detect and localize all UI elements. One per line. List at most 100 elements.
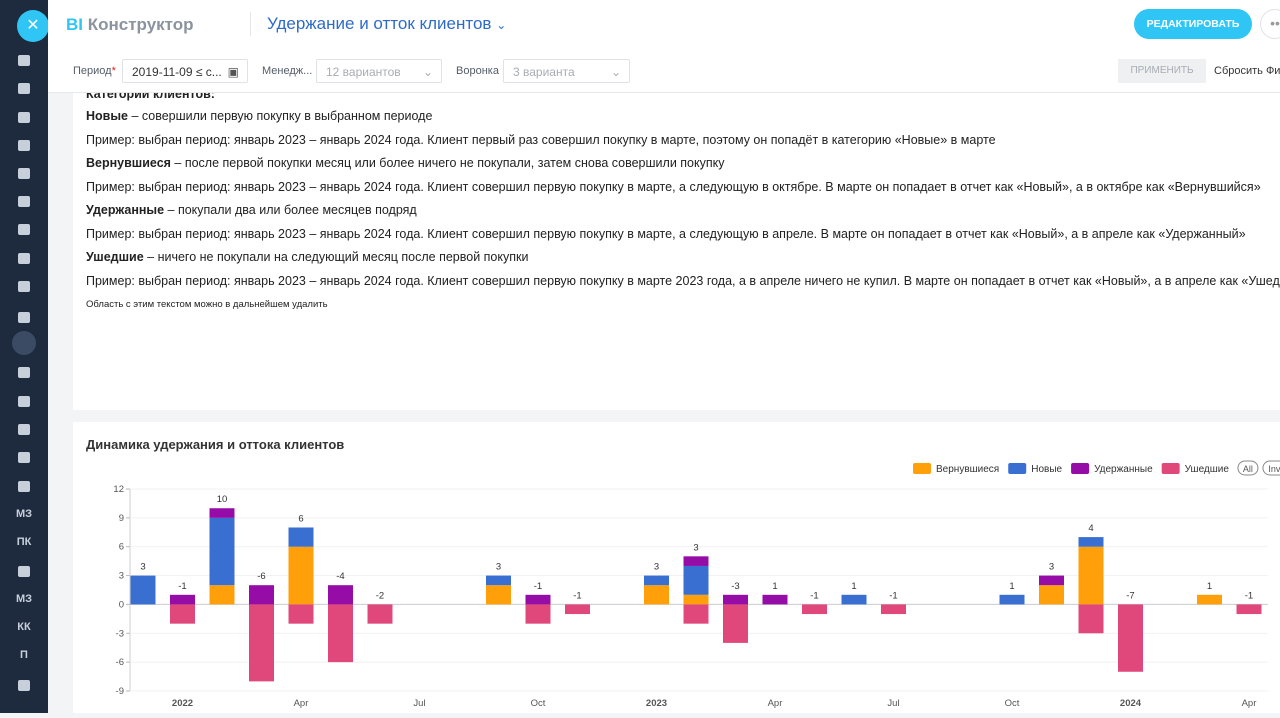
nav-icon[interactable] [18, 312, 30, 323]
note-text: – покупали два или более месяцев подряд [164, 203, 417, 217]
total-label: 1 [1009, 581, 1014, 592]
legend-label[interactable]: Вернувшиеся [936, 464, 999, 475]
nav-text[interactable]: МЗ [15, 593, 33, 605]
y-tick-label: 6 [119, 542, 124, 553]
bar-segment [644, 585, 669, 605]
report-title[interactable]: Удержание и отток клиентов ⌄ [267, 14, 507, 33]
total-label: -4 [336, 571, 344, 582]
manager-value: 12 вариантов [326, 65, 401, 79]
funnel-select[interactable]: 3 варианта ⌄ [503, 59, 630, 83]
bar-segment [802, 604, 827, 615]
bar-segment [170, 594, 195, 605]
total-label: 3 [140, 562, 145, 573]
nav-icon[interactable] [18, 224, 30, 235]
close-button[interactable]: ✕ [17, 10, 49, 42]
bar-segment [1078, 537, 1104, 547]
nav-icon[interactable] [18, 112, 30, 123]
notes-card: Категории клиентов: Область с этим текст… [73, 93, 1280, 410]
total-label: -1 [810, 590, 818, 601]
nav-text[interactable]: МЗ [15, 508, 33, 520]
nav-text[interactable]: ПК [16, 536, 32, 548]
total-label: 3 [1049, 562, 1054, 573]
bar-segment [683, 565, 709, 595]
total-label: 10 [217, 494, 228, 505]
bar-segment [288, 604, 314, 624]
x-tick-label: Apr [294, 698, 309, 709]
bar-segment [486, 585, 511, 605]
x-tick-label: 2024 [1120, 698, 1142, 709]
bar-segment [1078, 604, 1104, 634]
y-tick-label: 9 [119, 513, 124, 524]
legend-control[interactable] [1262, 460, 1280, 476]
funnel-value: 3 варианта [513, 65, 575, 79]
nav-icon[interactable] [18, 83, 30, 94]
edit-button[interactable]: РЕДАКТИРОВАТЬ [1134, 9, 1252, 39]
y-tick-label: 12 [113, 484, 124, 495]
bar-segment [170, 604, 195, 624]
notes-heading: Категории клиентов: [86, 93, 215, 101]
nav-icon[interactable] [18, 253, 30, 264]
bar-segment [367, 604, 393, 624]
total-label: -1 [573, 590, 581, 601]
legend-swatch[interactable] [1161, 463, 1180, 474]
bar-segment [1197, 594, 1222, 605]
legend-swatch[interactable] [1008, 463, 1027, 474]
y-tick-label: -3 [116, 628, 124, 639]
required-mark: * [111, 65, 116, 77]
note-text: Пример: выбран период: январь 2023 – янв… [86, 226, 1246, 241]
chart: Динамика удержания и оттока клиентов -9 -… [86, 437, 1280, 709]
nav-icon[interactable] [18, 196, 30, 207]
nav-icon[interactable] [18, 281, 30, 292]
nav-text[interactable]: КК [17, 621, 31, 633]
legend-control-label[interactable]: Inv [1268, 464, 1280, 474]
y-tick-label: 0 [119, 599, 124, 610]
nav-icon[interactable] [18, 424, 30, 435]
y-tick-label: 3 [119, 571, 124, 582]
x-tick-label: Oct [1005, 698, 1020, 709]
manager-select[interactable]: 12 вариантов ⌄ [316, 59, 442, 83]
note-term: Вернувшиеся [86, 156, 171, 170]
legend-swatch[interactable] [913, 463, 931, 474]
x-tick-label: 2022 [172, 698, 193, 709]
legend-label[interactable]: Удержанные [1094, 464, 1153, 475]
bar-segment [328, 604, 353, 663]
more-button[interactable]: •• [1260, 9, 1280, 39]
nav-icon[interactable] [18, 367, 30, 378]
bar-segment [288, 546, 314, 605]
funnel-label: Воронка [456, 65, 499, 77]
nav-icon[interactable] [18, 396, 30, 407]
bar-segment [644, 575, 669, 586]
total-label: 1 [851, 581, 856, 592]
nav-icon[interactable] [18, 140, 30, 151]
total-label: -2 [376, 590, 384, 601]
nav-icon[interactable] [18, 55, 30, 66]
legend-label[interactable]: Новые [1031, 464, 1062, 475]
total-label: -1 [1245, 590, 1253, 601]
total-label: 6 [298, 513, 303, 524]
nav-icon[interactable] [18, 566, 30, 577]
bar-segment [1078, 546, 1104, 605]
legend-control-label[interactable]: All [1243, 464, 1253, 474]
reset-link[interactable]: Сбросить Фил [1214, 65, 1280, 77]
total-label: -6 [257, 571, 265, 582]
active-item[interactable] [12, 331, 36, 355]
logo[interactable]: BI Конструктор [66, 15, 194, 35]
legend-label[interactable]: Ушедшие [1185, 464, 1230, 475]
nav-icon[interactable] [18, 481, 30, 492]
bar-segment [723, 594, 748, 605]
legend-control[interactable] [1237, 460, 1259, 476]
note-line: Удержанные – покупали два или более меся… [86, 203, 417, 217]
nav-icon[interactable] [18, 168, 30, 179]
nav-text[interactable]: П [20, 649, 28, 661]
note-term: Новые [86, 109, 128, 123]
nav-icon[interactable] [18, 680, 30, 691]
period-input[interactable]: 2019-11-09 ≤ с... ▣ [122, 59, 248, 83]
note-line: Пример: выбран период: январь 2023 – янв… [86, 274, 1280, 288]
bar-segment [723, 604, 748, 643]
legend-swatch[interactable] [1071, 463, 1090, 474]
bar-segment [328, 585, 353, 605]
apply-button[interactable]: ПРИМЕНИТЬ [1118, 59, 1206, 83]
nav-icon[interactable] [18, 452, 30, 463]
bar-segment [881, 604, 906, 615]
